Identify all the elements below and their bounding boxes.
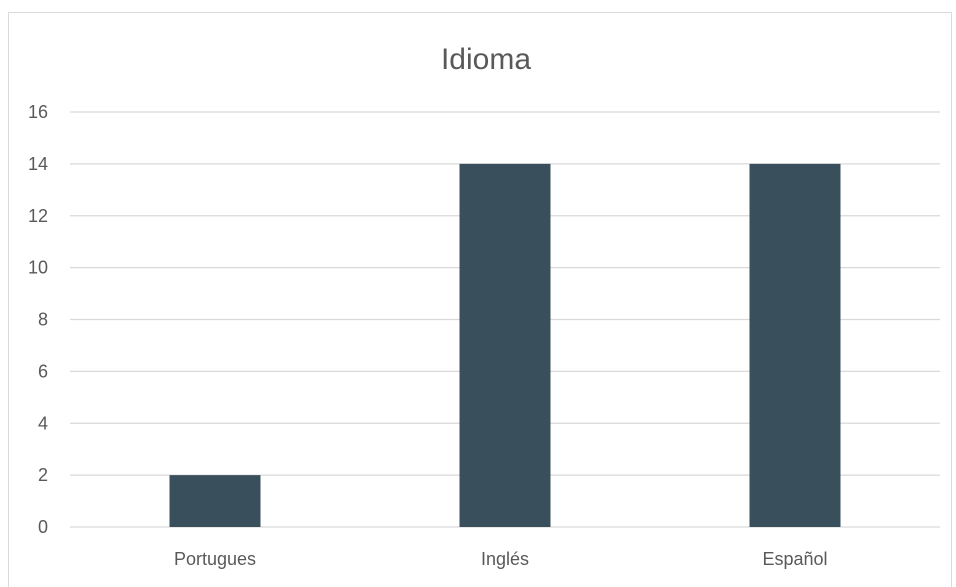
y-tick-label: 10: [28, 258, 48, 278]
y-tick-label: 4: [38, 413, 48, 433]
y-axis-tick-labels: 0 2 4 6 8 10 12 14 16: [28, 102, 48, 537]
x-category-label: Español: [762, 549, 827, 569]
x-axis-category-labels: Portugues Inglés Español: [174, 549, 828, 569]
bar-2: [749, 163, 841, 527]
y-tick-label: 12: [28, 206, 48, 226]
y-tick-label: 2: [38, 465, 48, 485]
y-tick-label: 0: [38, 517, 48, 537]
bar-1: [459, 163, 551, 527]
x-category-label: Inglés: [481, 549, 529, 569]
y-tick-label: 8: [38, 310, 48, 330]
y-tick-label: 16: [28, 102, 48, 122]
y-tick-label: 6: [38, 361, 48, 381]
x-category-label: Portugues: [174, 549, 256, 569]
bar-0: [169, 475, 261, 527]
y-tick-label: 14: [28, 154, 48, 174]
chart-title: Idioma: [441, 43, 531, 76]
bars: [169, 163, 841, 527]
